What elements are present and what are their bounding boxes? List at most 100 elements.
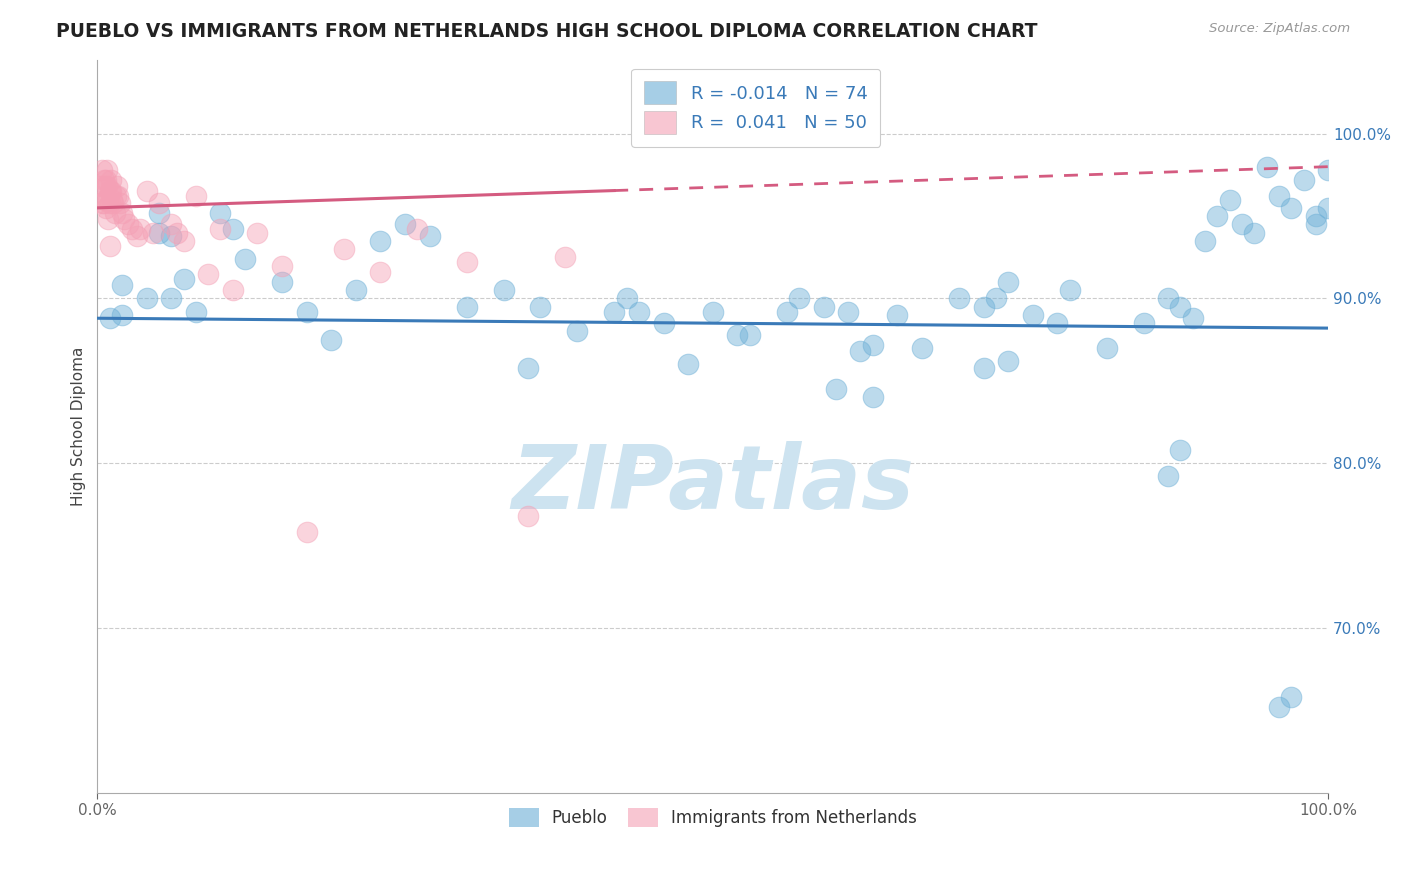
Point bbox=[117, 217, 139, 231]
Point bbox=[725, 327, 748, 342]
Point bbox=[1157, 292, 1180, 306]
Point bbox=[1219, 193, 1241, 207]
Point bbox=[332, 242, 354, 256]
Point bbox=[271, 275, 294, 289]
Point bbox=[1292, 173, 1315, 187]
Point bbox=[1243, 226, 1265, 240]
Point bbox=[344, 283, 367, 297]
Point bbox=[98, 311, 121, 326]
Point bbox=[862, 390, 884, 404]
Point bbox=[98, 185, 121, 199]
Point bbox=[184, 189, 207, 203]
Point bbox=[160, 217, 183, 231]
Point bbox=[93, 173, 115, 187]
Point bbox=[529, 300, 551, 314]
Point bbox=[111, 278, 134, 293]
Point bbox=[321, 333, 343, 347]
Point bbox=[603, 304, 626, 318]
Point bbox=[775, 304, 797, 318]
Point bbox=[94, 173, 117, 187]
Point bbox=[104, 189, 127, 203]
Point bbox=[1132, 316, 1154, 330]
Point bbox=[184, 304, 207, 318]
Point bbox=[370, 265, 392, 279]
Point bbox=[96, 163, 118, 178]
Point bbox=[111, 308, 134, 322]
Point bbox=[1206, 209, 1229, 223]
Point bbox=[1317, 201, 1340, 215]
Point bbox=[1256, 160, 1278, 174]
Point bbox=[295, 304, 318, 318]
Point bbox=[370, 234, 392, 248]
Point bbox=[246, 226, 269, 240]
Point bbox=[173, 234, 195, 248]
Point bbox=[166, 226, 188, 240]
Point bbox=[1170, 442, 1192, 457]
Point bbox=[93, 193, 115, 207]
Point bbox=[1268, 700, 1291, 714]
Point bbox=[517, 360, 540, 375]
Point bbox=[100, 185, 122, 199]
Point bbox=[93, 179, 115, 194]
Point bbox=[456, 300, 478, 314]
Point bbox=[98, 239, 121, 253]
Point bbox=[886, 308, 908, 322]
Point bbox=[738, 327, 761, 342]
Point bbox=[1305, 217, 1327, 231]
Y-axis label: High School Diploma: High School Diploma bbox=[72, 346, 86, 506]
Point bbox=[91, 195, 114, 210]
Point bbox=[107, 189, 129, 203]
Point bbox=[973, 300, 995, 314]
Point bbox=[197, 267, 219, 281]
Point bbox=[135, 292, 157, 306]
Point bbox=[1181, 311, 1204, 326]
Point bbox=[984, 292, 1007, 306]
Point bbox=[1059, 283, 1081, 297]
Point bbox=[295, 525, 318, 540]
Point bbox=[394, 217, 416, 231]
Point bbox=[209, 206, 232, 220]
Point bbox=[90, 179, 112, 194]
Point bbox=[222, 222, 245, 236]
Point bbox=[1268, 189, 1291, 203]
Point bbox=[1170, 300, 1192, 314]
Point bbox=[125, 228, 148, 243]
Point bbox=[94, 201, 117, 215]
Point bbox=[676, 357, 699, 371]
Point bbox=[456, 255, 478, 269]
Point bbox=[849, 344, 872, 359]
Point bbox=[142, 226, 165, 240]
Point bbox=[271, 259, 294, 273]
Point bbox=[1046, 316, 1069, 330]
Point bbox=[911, 341, 934, 355]
Point bbox=[837, 304, 859, 318]
Point bbox=[97, 193, 120, 207]
Point bbox=[160, 228, 183, 243]
Point bbox=[492, 283, 515, 297]
Point bbox=[1194, 234, 1216, 248]
Point bbox=[97, 212, 120, 227]
Point bbox=[100, 173, 122, 187]
Point bbox=[787, 292, 810, 306]
Point bbox=[1305, 209, 1327, 223]
Point bbox=[93, 195, 115, 210]
Point bbox=[209, 222, 232, 236]
Point bbox=[108, 195, 131, 210]
Point bbox=[1230, 217, 1253, 231]
Point bbox=[973, 360, 995, 375]
Point bbox=[160, 292, 183, 306]
Point bbox=[702, 304, 724, 318]
Point bbox=[173, 271, 195, 285]
Point bbox=[96, 179, 118, 194]
Point bbox=[112, 212, 135, 227]
Point bbox=[824, 382, 846, 396]
Point bbox=[419, 228, 441, 243]
Point bbox=[148, 226, 170, 240]
Point bbox=[652, 316, 675, 330]
Point bbox=[1317, 163, 1340, 178]
Point bbox=[813, 300, 835, 314]
Legend: Pueblo, Immigrants from Netherlands: Pueblo, Immigrants from Netherlands bbox=[501, 800, 925, 836]
Point bbox=[111, 206, 134, 220]
Point bbox=[135, 185, 157, 199]
Point bbox=[862, 337, 884, 351]
